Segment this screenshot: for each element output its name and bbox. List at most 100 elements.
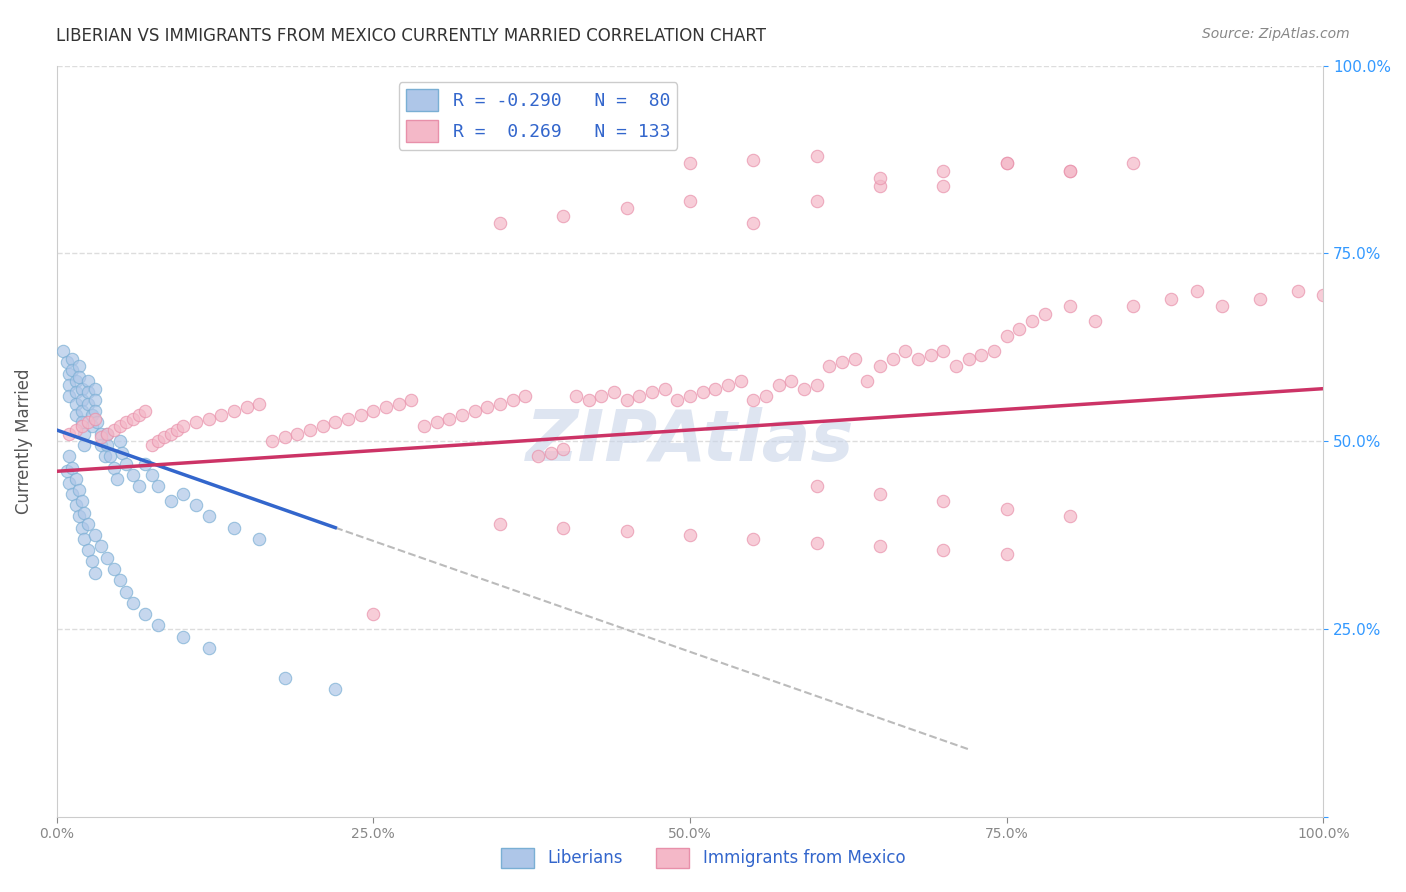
Point <box>146 618 169 632</box>
Point <box>323 416 346 430</box>
Point <box>60 460 83 475</box>
Point <box>742 153 765 167</box>
Point <box>107 472 129 486</box>
Point <box>73 532 96 546</box>
Point <box>60 487 83 501</box>
Point <box>311 419 333 434</box>
Point <box>869 540 891 554</box>
Point <box>70 382 93 396</box>
Point <box>247 397 270 411</box>
Point <box>77 385 100 400</box>
Text: LIBERIAN VS IMMIGRANTS FROM MEXICO CURRENTLY MARRIED CORRELATION CHART: LIBERIAN VS IMMIGRANTS FROM MEXICO CURRE… <box>56 27 766 45</box>
Point <box>489 516 512 531</box>
Point <box>1185 284 1208 298</box>
Point <box>755 389 778 403</box>
Point <box>477 401 499 415</box>
Point <box>692 385 714 400</box>
Point <box>235 401 257 415</box>
Point <box>349 408 371 422</box>
Point <box>159 494 181 508</box>
Point <box>932 163 955 178</box>
Point <box>603 385 626 400</box>
Point <box>856 374 879 388</box>
Point <box>553 209 575 223</box>
Point <box>553 442 575 456</box>
Point <box>172 487 194 501</box>
Point <box>103 460 125 475</box>
Point <box>336 411 359 425</box>
Point <box>58 378 80 392</box>
Point <box>844 351 866 366</box>
Point <box>83 382 105 396</box>
Point <box>869 359 891 373</box>
Point <box>361 607 384 621</box>
Point <box>65 385 87 400</box>
Point <box>1059 163 1081 178</box>
Point <box>932 494 955 508</box>
Point <box>134 457 156 471</box>
Point <box>285 426 308 441</box>
Point <box>70 521 93 535</box>
Point <box>247 532 270 546</box>
Point <box>108 573 131 587</box>
Point <box>80 554 103 568</box>
Point <box>768 378 790 392</box>
Point <box>869 171 891 186</box>
Point <box>121 468 143 483</box>
Point <box>103 423 125 437</box>
Point <box>197 640 219 655</box>
Point <box>553 521 575 535</box>
Point <box>374 401 396 415</box>
Point <box>932 178 955 193</box>
Point <box>197 509 219 524</box>
Point <box>90 438 112 452</box>
Point <box>58 426 80 441</box>
Point <box>401 392 423 407</box>
Point <box>90 540 112 554</box>
Point <box>995 156 1018 170</box>
Point <box>77 416 100 430</box>
Point <box>260 434 283 449</box>
Point <box>970 348 993 362</box>
Point <box>641 385 664 400</box>
Point <box>995 501 1018 516</box>
Point <box>86 416 108 430</box>
Point <box>907 351 929 366</box>
Point <box>1059 509 1081 524</box>
Point <box>1084 314 1107 328</box>
Point <box>995 547 1018 561</box>
Point <box>65 423 87 437</box>
Legend: Liberians, Immigrants from Mexico: Liberians, Immigrants from Mexico <box>494 841 912 875</box>
Point <box>115 416 138 430</box>
Point <box>502 392 524 407</box>
Point <box>882 351 904 366</box>
Point <box>67 483 90 497</box>
Point <box>1059 163 1081 178</box>
Point <box>141 438 163 452</box>
Point <box>730 374 752 388</box>
Point <box>93 450 115 464</box>
Point <box>1160 292 1182 306</box>
Point <box>616 392 638 407</box>
Point <box>1008 321 1031 335</box>
Point <box>67 359 90 373</box>
Point <box>98 450 121 464</box>
Point <box>578 392 600 407</box>
Point <box>298 423 321 437</box>
Point <box>65 397 87 411</box>
Point <box>108 419 131 434</box>
Point <box>67 370 90 384</box>
Point <box>52 344 75 359</box>
Point <box>273 430 295 444</box>
Point <box>96 438 118 452</box>
Point <box>134 607 156 621</box>
Point <box>273 671 295 685</box>
Point <box>83 404 105 418</box>
Point <box>83 392 105 407</box>
Point <box>995 156 1018 170</box>
Point <box>1286 284 1309 298</box>
Point <box>58 389 80 403</box>
Point <box>439 411 461 425</box>
Point <box>361 404 384 418</box>
Y-axis label: Currently Married: Currently Married <box>15 368 32 514</box>
